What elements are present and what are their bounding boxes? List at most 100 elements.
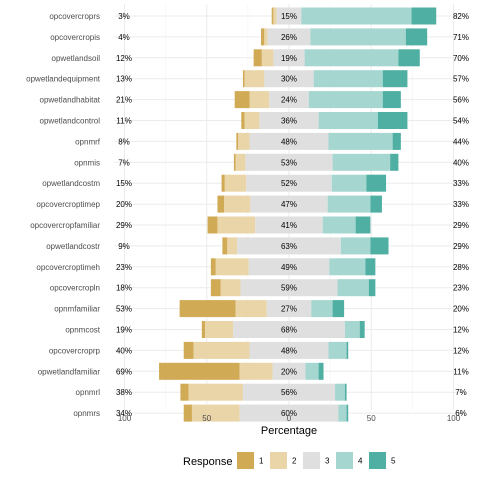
bar-segment-level-3 — [249, 341, 329, 359]
bar-segment-level-4 — [337, 279, 369, 297]
bar-segment-level-1 — [271, 7, 274, 25]
low-percent-label: 53% — [116, 305, 132, 314]
bar-segment-level-1 — [159, 362, 240, 380]
neutral-percent-label: 15% — [281, 12, 297, 21]
category-label: opwetlandequipment — [26, 75, 101, 84]
category-label: opcovercropfamiliar — [30, 221, 100, 230]
bar-segment-level-1 — [217, 195, 225, 213]
high-percent-label: 57% — [453, 75, 469, 84]
bar-segment-level-4 — [322, 216, 356, 234]
category-label: opcovercropis — [50, 33, 100, 42]
bar-segment-level-5 — [405, 28, 428, 46]
bar-segment-level-2 — [238, 132, 250, 150]
neutral-percent-label: 41% — [281, 221, 297, 230]
bar-segment-level-5 — [398, 49, 420, 67]
bar-segment-level-2 — [249, 91, 270, 109]
bar-segment-level-4 — [329, 258, 366, 276]
low-percent-label: 69% — [116, 367, 132, 376]
bar-segment-level-1 — [236, 132, 239, 150]
bar-segment-level-3 — [248, 258, 330, 276]
bar-segment-level-1 — [201, 321, 206, 338]
bar-segment-level-2 — [191, 404, 240, 422]
bar-segment-level-1 — [253, 49, 262, 67]
low-percent-label: 3% — [118, 12, 130, 21]
category-label: opcovercroptimeh — [36, 263, 100, 272]
category-label: opwetlandcostm — [42, 179, 100, 188]
low-percent-label: 8% — [118, 137, 130, 146]
bar-segment-level-5 — [359, 321, 365, 338]
legend-label: 1 — [259, 457, 264, 466]
bar-segment-level-5 — [366, 174, 387, 192]
bar-segment-level-2 — [217, 216, 256, 234]
bar-segment-level-4 — [318, 112, 378, 129]
bar-segment-level-3 — [267, 28, 311, 46]
bar-segment-level-4 — [301, 7, 412, 25]
bar-segment-level-2 — [239, 362, 273, 380]
legend-label: 4 — [358, 457, 363, 466]
bar-segment-level-1 — [241, 112, 245, 129]
neutral-percent-label: 48% — [281, 346, 297, 355]
low-percent-label: 9% — [118, 242, 130, 251]
labels-layer: opcovercroprs 3% 15% 82% opcovercropis 4% 26% 7… — [26, 12, 469, 418]
bar-segment-level-4 — [331, 174, 367, 192]
bar-segment-level-1 — [210, 258, 216, 276]
bar-segment-level-5 — [411, 7, 437, 25]
bar-segment-level-1 — [242, 70, 245, 88]
bar-segment-level-5 — [355, 216, 371, 234]
neutral-percent-label: 60% — [281, 409, 297, 418]
low-percent-label: 23% — [116, 263, 132, 272]
low-percent-label: 21% — [116, 96, 132, 105]
bar-segment-level-2 — [193, 341, 250, 359]
low-percent-label: 19% — [116, 326, 132, 335]
neutral-percent-label: 26% — [281, 33, 297, 42]
category-label: opnmis — [74, 158, 100, 167]
neutral-percent-label: 49% — [281, 263, 297, 272]
bar-segment-level-3 — [245, 153, 333, 171]
bar-segment-level-4 — [332, 153, 391, 171]
bar-segment-level-1 — [210, 279, 221, 297]
bar-segment-level-4 — [313, 70, 383, 88]
bar-segment-level-2 — [244, 70, 265, 88]
bar-segment-level-5 — [392, 132, 401, 150]
high-percent-label: 12% — [453, 346, 469, 355]
high-percent-label: 20% — [453, 305, 469, 314]
high-percent-label: 12% — [453, 326, 469, 335]
bar-segment-level-4 — [304, 49, 399, 67]
bar-segment-level-3 — [249, 132, 329, 150]
bar-segment-level-3 — [255, 216, 323, 234]
neutral-percent-label: 68% — [281, 326, 297, 335]
bar-segment-level-3 — [269, 91, 309, 109]
neutral-percent-label: 24% — [281, 96, 297, 105]
high-percent-label: 82% — [453, 12, 469, 21]
category-label: opwetlandcontrol — [40, 117, 101, 126]
legend-key-4 — [336, 452, 353, 469]
x-tick-label: 100 — [118, 414, 132, 423]
category-label: opnmrs — [73, 409, 100, 418]
x-tick-label: 0 — [287, 414, 292, 423]
bar-segment-level-3 — [246, 174, 332, 192]
bar-segment-level-2 — [244, 112, 260, 129]
bar-segment-level-3 — [273, 49, 305, 67]
bar-segment-level-3 — [239, 404, 339, 422]
high-percent-label: 44% — [453, 137, 469, 146]
bar-segment-level-2 — [224, 174, 247, 192]
bar-segment-level-3 — [233, 321, 345, 338]
bar-segment-level-3 — [242, 383, 336, 401]
bar-segment-level-4 — [327, 195, 371, 213]
bar-segment-level-4 — [344, 321, 360, 338]
category-label: opcovercroptimep — [36, 200, 100, 209]
bar-segment-level-5 — [370, 195, 382, 213]
category-label: opnmrl — [76, 388, 101, 397]
bar-segment-level-5 — [365, 258, 376, 276]
neutral-percent-label: 20% — [281, 367, 297, 376]
high-percent-label: 33% — [453, 179, 469, 188]
low-percent-label: 15% — [116, 179, 132, 188]
neutral-percent-label: 59% — [281, 284, 297, 293]
low-percent-label: 4% — [118, 33, 130, 42]
x-tick-label: 100 — [447, 414, 461, 423]
category-label: opcovercropln — [50, 284, 100, 293]
bar-segment-level-3 — [259, 112, 319, 129]
neutral-percent-label: 19% — [281, 54, 297, 63]
bar-segment-level-2 — [215, 258, 249, 276]
bar-segment-level-1 — [183, 341, 194, 359]
